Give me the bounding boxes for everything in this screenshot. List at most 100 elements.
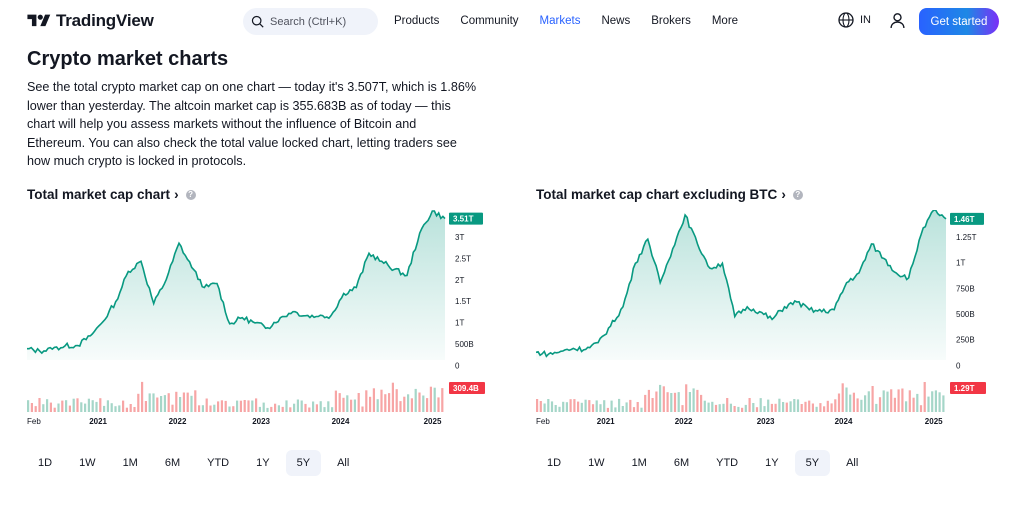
volume-bar bbox=[588, 400, 591, 412]
volume-bar bbox=[752, 403, 755, 412]
timeframe-1y-button[interactable]: 1Y bbox=[765, 457, 779, 469]
top-header: TradingView Products Community Markets N… bbox=[0, 0, 1024, 44]
volume-bar bbox=[201, 405, 204, 412]
timeframe-ytd-button[interactable]: YTD bbox=[207, 457, 230, 469]
timeframe-1w-button[interactable]: 1W bbox=[79, 457, 96, 469]
volume-bar bbox=[543, 403, 546, 412]
logo[interactable]: TradingView bbox=[27, 11, 154, 31]
volume-bar bbox=[122, 400, 125, 412]
volume-bar bbox=[711, 401, 714, 412]
volume-bar bbox=[826, 400, 829, 412]
volume-bar bbox=[815, 406, 818, 412]
search-input[interactable] bbox=[270, 15, 370, 28]
volume-bar bbox=[103, 405, 106, 412]
volume-bar bbox=[224, 400, 227, 412]
chart-2-plot[interactable]: 1.25T 1T 750B 500B 250B 0 1.46T 1.29T Feb 2021 202… bbox=[536, 210, 996, 430]
volume-bar bbox=[681, 405, 684, 412]
volume-bar bbox=[334, 390, 337, 412]
timeframe-1m-button[interactable]: 1M bbox=[631, 457, 647, 469]
volume-bar bbox=[558, 406, 561, 412]
search-box[interactable] bbox=[243, 8, 378, 35]
user-icon bbox=[890, 13, 905, 28]
timeframe-6m-button[interactable]: 6M bbox=[164, 457, 181, 469]
timeframe-all-button[interactable]: All bbox=[337, 457, 350, 469]
volume-bar bbox=[141, 381, 144, 412]
volume-bar bbox=[426, 398, 429, 412]
search-icon bbox=[251, 15, 264, 28]
volume-bar bbox=[685, 384, 688, 412]
volume-bar bbox=[696, 389, 699, 412]
volume-bar bbox=[369, 396, 372, 412]
timeframe-all-button[interactable]: All bbox=[846, 457, 859, 469]
timeframe-1y-button[interactable]: 1Y bbox=[256, 457, 270, 469]
x-tick-label: 2023 bbox=[757, 417, 775, 426]
volume-bar bbox=[152, 393, 155, 412]
volume-bar bbox=[856, 398, 859, 412]
volume-bar bbox=[410, 398, 413, 412]
timeframe-5y-button[interactable]: 5Y bbox=[794, 450, 831, 476]
volume-bar bbox=[68, 405, 71, 412]
volume-bar bbox=[659, 384, 662, 412]
volume-bar bbox=[606, 407, 609, 412]
y-tick-label: 3T bbox=[455, 233, 464, 242]
volume-bar bbox=[763, 406, 766, 412]
info-icon[interactable]: ? bbox=[792, 189, 803, 200]
volume-bar bbox=[160, 396, 163, 412]
timeframe-1d-button[interactable]: 1D bbox=[38, 457, 53, 469]
nav-markets[interactable]: Markets bbox=[539, 15, 581, 27]
volume-bar bbox=[114, 406, 117, 412]
chart-1-title-link[interactable]: Total market cap chart › ? bbox=[27, 187, 196, 202]
volume-bar bbox=[942, 395, 945, 412]
nav-more[interactable]: More bbox=[711, 15, 739, 27]
timeframe-1m-button[interactable]: 1M bbox=[122, 457, 138, 469]
volume-bar bbox=[266, 407, 269, 412]
volume-bar bbox=[372, 388, 375, 412]
nav-products[interactable]: Products bbox=[394, 15, 440, 27]
volume-bar bbox=[688, 392, 691, 412]
volume-bar bbox=[916, 393, 919, 412]
timeframe-1w-button[interactable]: 1W bbox=[588, 457, 605, 469]
timeframe-6m-button[interactable]: 6M bbox=[673, 457, 690, 469]
volume-bar bbox=[365, 390, 368, 412]
y-tick-label: 0 bbox=[956, 361, 961, 370]
volume-bar bbox=[433, 387, 436, 412]
volume-bar bbox=[133, 407, 136, 412]
volume-bar bbox=[148, 393, 151, 412]
volume-bar bbox=[95, 401, 98, 412]
volume-bar bbox=[255, 398, 258, 412]
volume-bar bbox=[871, 386, 874, 412]
volume-bar bbox=[300, 400, 303, 412]
timeframe-1d-button[interactable]: 1D bbox=[547, 457, 562, 469]
volume-bar bbox=[38, 398, 41, 412]
timeframe-5y-button[interactable]: 5Y bbox=[285, 450, 322, 476]
nav-community[interactable]: Community bbox=[460, 15, 519, 27]
volume-bar bbox=[882, 390, 885, 412]
nav-brokers[interactable]: Brokers bbox=[651, 15, 691, 27]
info-icon[interactable]: ? bbox=[185, 189, 196, 200]
volume-bar bbox=[830, 403, 833, 412]
volume-bar bbox=[718, 404, 721, 412]
volume-bar bbox=[860, 399, 863, 412]
user-menu[interactable] bbox=[889, 12, 906, 34]
volume-bar bbox=[49, 402, 52, 412]
chart-1-plot[interactable]: 3T 2.5T 2T 1.5T 1T 500B 0 3.51T 309.4B Feb 2021 202… bbox=[27, 210, 497, 430]
language-selector[interactable]: IN bbox=[838, 12, 871, 28]
volume-bar bbox=[923, 382, 926, 412]
volume-bar bbox=[864, 395, 867, 412]
logo-text: TradingView bbox=[56, 11, 154, 30]
volume-bar bbox=[610, 400, 613, 412]
chart-2-title-link[interactable]: Total market cap chart excluding BTC › ? bbox=[536, 187, 803, 202]
nav-news[interactable]: News bbox=[601, 15, 631, 27]
volume-bar bbox=[823, 406, 826, 412]
volume-bar bbox=[733, 406, 736, 412]
page-title: Crypto market charts bbox=[27, 48, 229, 70]
volume-bar bbox=[748, 398, 751, 412]
volume-bar bbox=[774, 403, 777, 412]
timeframe-ytd-button[interactable]: YTD bbox=[716, 457, 739, 469]
last-value-badge bbox=[449, 212, 483, 225]
volume-bar bbox=[647, 389, 650, 412]
volume-bar bbox=[331, 407, 334, 412]
volume-bar bbox=[565, 402, 568, 412]
get-started-button[interactable]: Get started bbox=[919, 8, 999, 35]
volume-bar bbox=[414, 388, 417, 412]
